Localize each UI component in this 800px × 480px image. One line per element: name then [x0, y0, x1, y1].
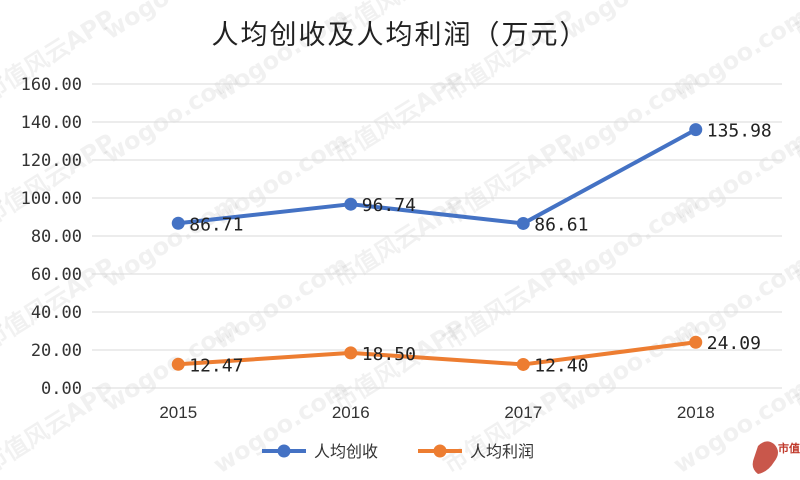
y-tick-label: 140.00: [21, 113, 82, 133]
data-label: 12.40: [534, 355, 588, 376]
y-tick-label: 120.00: [21, 151, 82, 171]
legend-label: 人均创收: [314, 442, 378, 461]
y-tick-label: 0.00: [41, 379, 82, 399]
logo-mark: [752, 441, 778, 474]
watermark-text: 市值风云APP: [0, 128, 120, 231]
watermark-text: wogoo.com: [98, 188, 243, 293]
data-point: [689, 123, 703, 137]
y-tick-label: 60.00: [31, 265, 82, 285]
grid-lines: [92, 83, 782, 389]
watermark-text: wogoo.com: [558, 188, 703, 293]
data-point: [171, 216, 185, 230]
brand-logo: 市值: [752, 441, 800, 474]
data-point: [516, 357, 530, 371]
legend-item: 人均利润: [418, 442, 534, 461]
legend-marker: [277, 444, 291, 458]
watermark-text: wogoo.com: [98, 64, 243, 169]
x-axis: 2015 2016 2017 2018: [159, 403, 714, 422]
series-line: [176, 340, 698, 367]
watermark-text: 市值风云APP: [0, 0, 10, 45]
y-tick-label: 80.00: [31, 227, 82, 247]
x-tick-label: 2018: [677, 403, 715, 422]
data-point: [171, 357, 185, 371]
series-line: [176, 127, 698, 226]
watermark-text: wogoo.com: [558, 64, 703, 169]
x-tick-label: 2016: [332, 403, 370, 422]
legend-label: 人均利润: [470, 442, 534, 461]
data-label: 86.61: [534, 214, 588, 235]
y-axis: 0.00 20.00 40.00 60.00 80.00 100.00 120.00 140.…: [21, 75, 82, 399]
data-label: 96.74: [362, 195, 416, 216]
watermark-text: wogoo.com: [668, 374, 800, 479]
series-layer: 86.71 96.74 86.61 135.98 12.47 18.50 12.40 24.0…: [171, 121, 772, 376]
x-tick-label: 2017: [504, 403, 542, 422]
data-label: 24.09: [707, 333, 761, 354]
data-point: [344, 346, 358, 360]
watermark-text: 市值风云APP: [328, 314, 470, 417]
logo-text: 市值: [778, 441, 800, 455]
chart-title: 人均创收及人均利润（万元）: [212, 20, 589, 51]
data-point: [344, 197, 358, 211]
data-label: 18.50: [362, 344, 416, 365]
watermark-text: 市值风云APP: [328, 66, 470, 169]
series-2: 12.47 18.50 12.40 24.09: [171, 333, 761, 376]
legend-marker: [433, 444, 447, 458]
data-label: 135.98: [707, 121, 772, 142]
y-tick-label: 40.00: [31, 303, 82, 323]
data-point: [689, 335, 703, 349]
y-tick-label: 100.00: [21, 189, 82, 209]
series-1: 86.71 96.74 86.61 135.98: [171, 121, 772, 235]
data-label: 12.47: [189, 355, 243, 376]
watermark-text: 市值风云APP: [438, 376, 580, 479]
watermark-text: wogoo.com: [208, 374, 353, 479]
watermark-text: 市值风云APP: [788, 0, 800, 45]
y-tick-label: 20.00: [31, 341, 82, 361]
x-tick-label: 2015: [159, 403, 197, 422]
data-point: [516, 216, 530, 230]
legend: 人均创收 人均利润: [262, 442, 534, 461]
y-tick-label: 160.00: [21, 75, 82, 95]
data-label: 86.71: [189, 214, 243, 235]
legend-item: 人均创收: [262, 442, 378, 461]
